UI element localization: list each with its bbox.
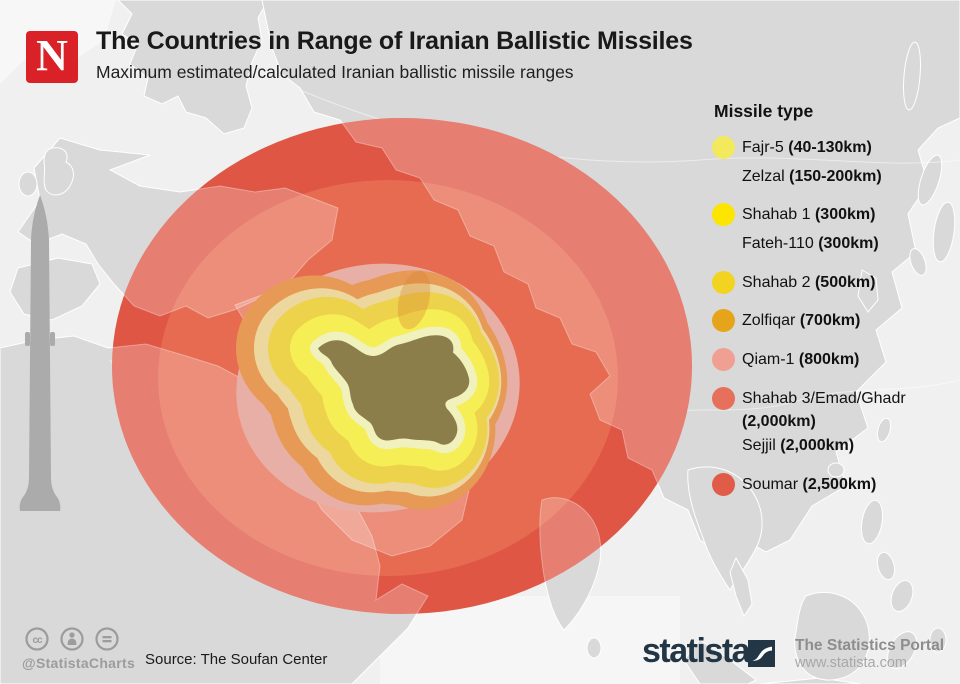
legend-dot-spacer [712,165,735,188]
legend-dot-shahab2 [712,271,735,294]
statista-swoosh-icon [748,640,775,667]
legend-heading: Missile type [714,101,814,121]
svg-text:cc: cc [32,635,43,646]
cc-license-icon: cc [25,627,49,651]
portal-tagline: The Statistics Portal [795,637,945,654]
portal-url: www.statista.com [795,655,907,671]
caspian-sea-hint [397,270,431,330]
legend-dot-shahab1 [712,203,735,226]
legend-item-shahab2: Shahab 2 (500km) [712,271,948,294]
legend-item-zelzal: Zelzal (150-200km) [712,165,948,188]
legend-dot-soumar [712,473,735,496]
page-title: The Countries in Range of Iranian Ballis… [96,27,693,55]
newsweek-logo: N [26,31,78,83]
statista-charts-handle: @StatistaCharts [22,655,136,671]
statista-logo-mark [748,640,775,672]
legend: Missile type Fajr-5 (40-130km) Zelzal (1… [712,101,948,496]
source-credit: Source: The Soufan Center [145,651,328,668]
page-subtitle: Maximum estimated/calculated Iranian bal… [96,62,574,82]
cc-no-derivatives-icon [95,627,119,651]
legend-dot-qiam1 [712,348,735,371]
creative-commons-icons: cc [25,627,119,651]
legend-dot-shahab3 [712,387,735,410]
legend-dot-zolfiqar [712,309,735,332]
legend-item-zolfiqar: Zolfiqar (700km) [712,309,948,332]
legend-item-qiam1: Qiam-1 (800km) [712,348,948,371]
legend-dot-spacer [712,232,735,255]
legend-item-soumar: Soumar (2,500km) [712,473,948,496]
legend-item-fateh110: Fateh-110 (300km) [712,232,948,255]
newsweek-logo-letter: N [36,30,68,80]
legend-item-shahab1: Shahab 1 (300km) [712,203,948,226]
legend-item-fajr5: Fajr-5 (40-130km) [712,136,948,159]
legend-dot-spacer [712,434,735,457]
legend-item-shahab3: Shahab 3/Emad/Ghadr (2,000km) [712,387,948,433]
legend-item-sejjil: Sejjil (2,000km) [712,434,948,457]
cc-attribution-icon [60,627,84,651]
missile-silhouette [19,195,61,511]
legend-dot-fajr5 [712,136,735,159]
statista-wordmark: statista [642,632,751,670]
